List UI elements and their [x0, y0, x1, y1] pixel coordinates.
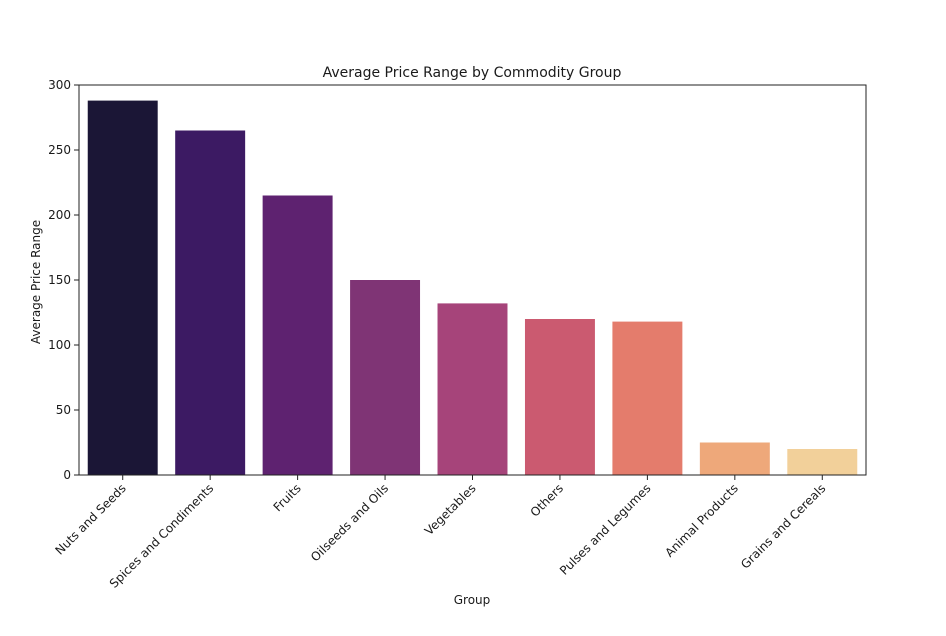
- y-tick-label: 250: [48, 143, 71, 157]
- x-tick-label: Grains and Cereals: [738, 481, 828, 571]
- bar-0: [87, 100, 158, 475]
- x-tick-label: Animal Products: [662, 481, 741, 560]
- bar-2: [262, 195, 333, 475]
- bar-5: [524, 319, 595, 475]
- x-tick-label: Nuts and Seeds: [52, 481, 128, 557]
- bar-1: [175, 130, 246, 475]
- bar-6: [612, 321, 683, 475]
- y-tick-label: 100: [48, 338, 71, 352]
- bar-7: [699, 442, 770, 475]
- x-tick-label: Pulses and Legumes: [557, 481, 653, 577]
- chart-title: Average Price Range by Commodity Group: [323, 65, 622, 81]
- y-tick-label: 200: [48, 208, 71, 222]
- x-tick-label: Vegetables: [422, 481, 479, 538]
- bar-4: [437, 303, 508, 475]
- x-tick-label: Others: [528, 481, 566, 519]
- y-axis-title: Average Price Range: [29, 220, 43, 344]
- y-tick-label: 300: [48, 78, 71, 92]
- y-tick-label: 50: [56, 403, 71, 417]
- x-tick-label: Oilseeds and Oils: [308, 481, 391, 564]
- y-tick-label: 150: [48, 273, 71, 287]
- x-tick-label: Spices and Condiments: [107, 481, 217, 591]
- bar-8: [787, 449, 858, 475]
- x-tick-label: Fruits: [271, 481, 304, 514]
- y-tick-label: 0: [63, 468, 71, 482]
- x-axis-title: Group: [454, 593, 491, 607]
- bar-3: [350, 280, 421, 475]
